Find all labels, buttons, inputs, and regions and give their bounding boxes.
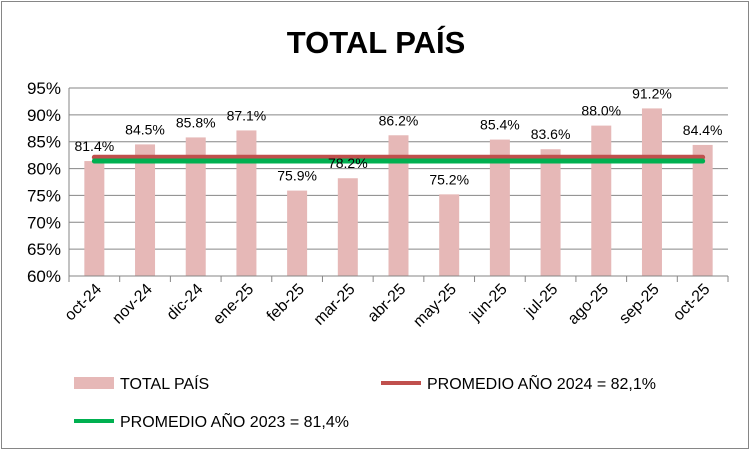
data-label: 75.9% bbox=[277, 168, 317, 184]
bar bbox=[236, 130, 257, 276]
x-tick-label: ago-25 bbox=[565, 281, 612, 328]
x-tick-label: nov-24 bbox=[109, 281, 156, 328]
bar bbox=[540, 149, 561, 276]
bar bbox=[287, 190, 308, 276]
bar bbox=[84, 161, 105, 276]
data-label: 84.5% bbox=[125, 121, 165, 137]
x-tick-label: dic-24 bbox=[164, 281, 207, 324]
x-tick-label: oct-25 bbox=[670, 281, 714, 325]
x-tick-label: may-25 bbox=[410, 281, 460, 331]
data-label: 83.6% bbox=[531, 126, 571, 142]
data-label: 85.8% bbox=[176, 114, 216, 130]
x-tick-label: mar-25 bbox=[311, 281, 359, 329]
bar bbox=[439, 194, 460, 276]
y-tick-label: 80% bbox=[27, 160, 61, 179]
y-tick-label: 65% bbox=[27, 240, 61, 259]
x-tick-label: jul-25 bbox=[521, 281, 561, 321]
x-tick-label: feb-25 bbox=[264, 281, 308, 325]
data-label: 75.2% bbox=[429, 171, 469, 187]
data-label: 81.4% bbox=[74, 138, 114, 154]
bar bbox=[337, 178, 358, 276]
data-label: 78.2% bbox=[328, 155, 368, 171]
legend-swatch-total-pais bbox=[74, 377, 114, 389]
bar bbox=[185, 137, 206, 276]
legend-label-promedio-2023: PROMEDIO AÑO 2023 = 81,4% bbox=[120, 411, 349, 431]
data-label: 91.2% bbox=[632, 85, 672, 101]
x-tick-label: abr-25 bbox=[365, 281, 410, 326]
y-tick-label: 70% bbox=[27, 213, 61, 232]
chart-title: TOTAL PAÍS bbox=[287, 25, 466, 60]
data-label: 86.2% bbox=[379, 112, 419, 128]
y-tick-label: 85% bbox=[27, 133, 61, 152]
bar bbox=[388, 135, 409, 276]
legend-label-promedio-2024: PROMEDIO AÑO 2024 = 82,1% bbox=[427, 373, 656, 393]
bar bbox=[692, 144, 713, 276]
bar bbox=[135, 144, 156, 276]
y-tick-label: 75% bbox=[27, 186, 61, 205]
legend-label-total-pais: TOTAL PAÍS bbox=[120, 374, 209, 393]
x-tick-label: ene-25 bbox=[210, 281, 257, 328]
bar bbox=[489, 139, 510, 276]
bar bbox=[641, 108, 662, 276]
y-tick-label: 95% bbox=[27, 79, 61, 98]
data-label: 88.0% bbox=[581, 103, 621, 119]
y-tick-label: 90% bbox=[27, 106, 61, 125]
x-tick-label: sep-25 bbox=[616, 281, 663, 328]
y-tick-label: 60% bbox=[27, 267, 61, 286]
bar bbox=[591, 125, 612, 276]
data-label: 84.4% bbox=[683, 122, 723, 138]
data-label: 87.1% bbox=[227, 107, 267, 123]
x-tick-label: oct-24 bbox=[62, 281, 106, 325]
x-tick-label: jun-25 bbox=[467, 281, 511, 325]
data-label: 85.4% bbox=[480, 117, 520, 133]
